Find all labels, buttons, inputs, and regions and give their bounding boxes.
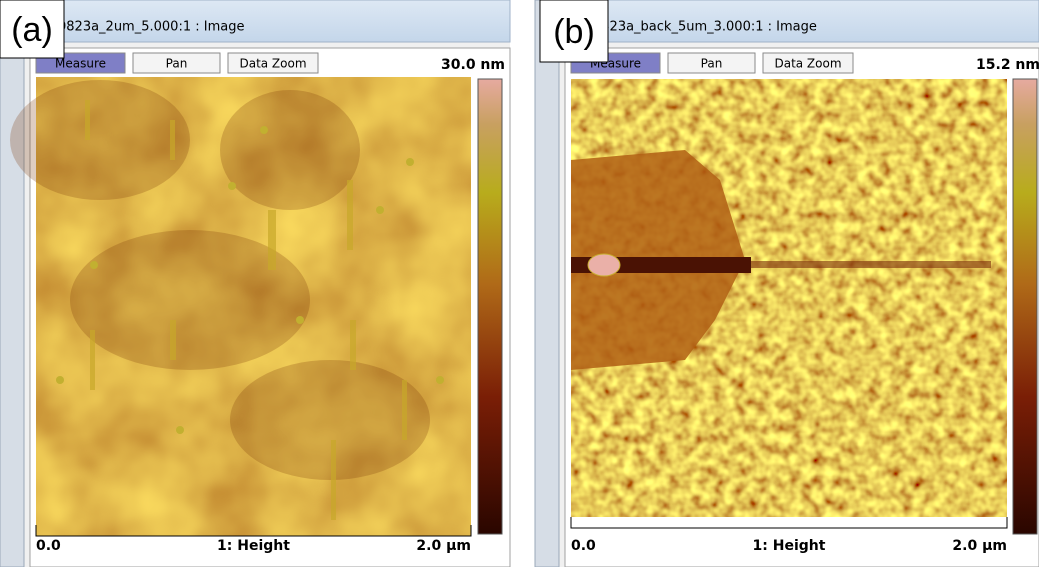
particle (376, 206, 384, 214)
ridge (85, 100, 90, 140)
particle (56, 376, 64, 384)
ridge (402, 380, 407, 440)
axis-end: 2.0 µm (416, 538, 471, 554)
window-left-border (0, 0, 24, 567)
trench-tail (751, 261, 991, 268)
ridge (268, 210, 276, 270)
toolbar-button-label[interactable]: Measure (55, 57, 106, 71)
toolbar-button-label[interactable]: Data Zoom (774, 57, 841, 71)
particle (228, 182, 236, 190)
ridge (347, 180, 353, 250)
axis-start: 0.0 (571, 538, 596, 554)
toolbar-button-label[interactable]: Data Zoom (239, 57, 306, 71)
panel-label: (b) (553, 13, 595, 51)
color-bar (1013, 79, 1037, 534)
ridge (350, 320, 356, 370)
particle (260, 126, 268, 134)
axis-start: 0.0 (36, 538, 61, 554)
particle (90, 261, 98, 269)
ridge (90, 330, 95, 390)
particle (176, 426, 184, 434)
panel-label: (a) (11, 11, 53, 49)
dark-region (220, 90, 360, 210)
dark-region (230, 360, 430, 480)
window-left-border (535, 0, 559, 567)
channel-name: 1: Height (217, 538, 290, 554)
particle (436, 376, 444, 384)
ridge (170, 320, 176, 360)
color-bar (478, 79, 502, 534)
scale-max: 15.2 nm (976, 57, 1039, 73)
channel-name: 1: Height (753, 538, 826, 554)
scale-max: 30.0 nm (441, 57, 505, 73)
toolbar-button-label[interactable]: Pan (701, 57, 723, 71)
dark-region (10, 80, 190, 200)
afm-window: 0823a_2um_5.000:1 : Image Measure Pan Data … (0, 0, 510, 567)
particle (588, 254, 620, 276)
particle (406, 158, 414, 166)
axis-end: 2.0 µm (952, 538, 1007, 554)
window-title: 0823a_back_5um_3.000:1 : Image (593, 20, 817, 35)
screenshot: 0823a_2um_5.000:1 : Image Measure Pan Data … (0, 0, 1039, 567)
toolbar-button-label[interactable]: Pan (166, 57, 188, 71)
ridge (331, 440, 336, 520)
ridge (170, 120, 175, 160)
window-title: 0823a_2um_5.000:1 : Image (58, 20, 244, 35)
particle (296, 316, 304, 324)
